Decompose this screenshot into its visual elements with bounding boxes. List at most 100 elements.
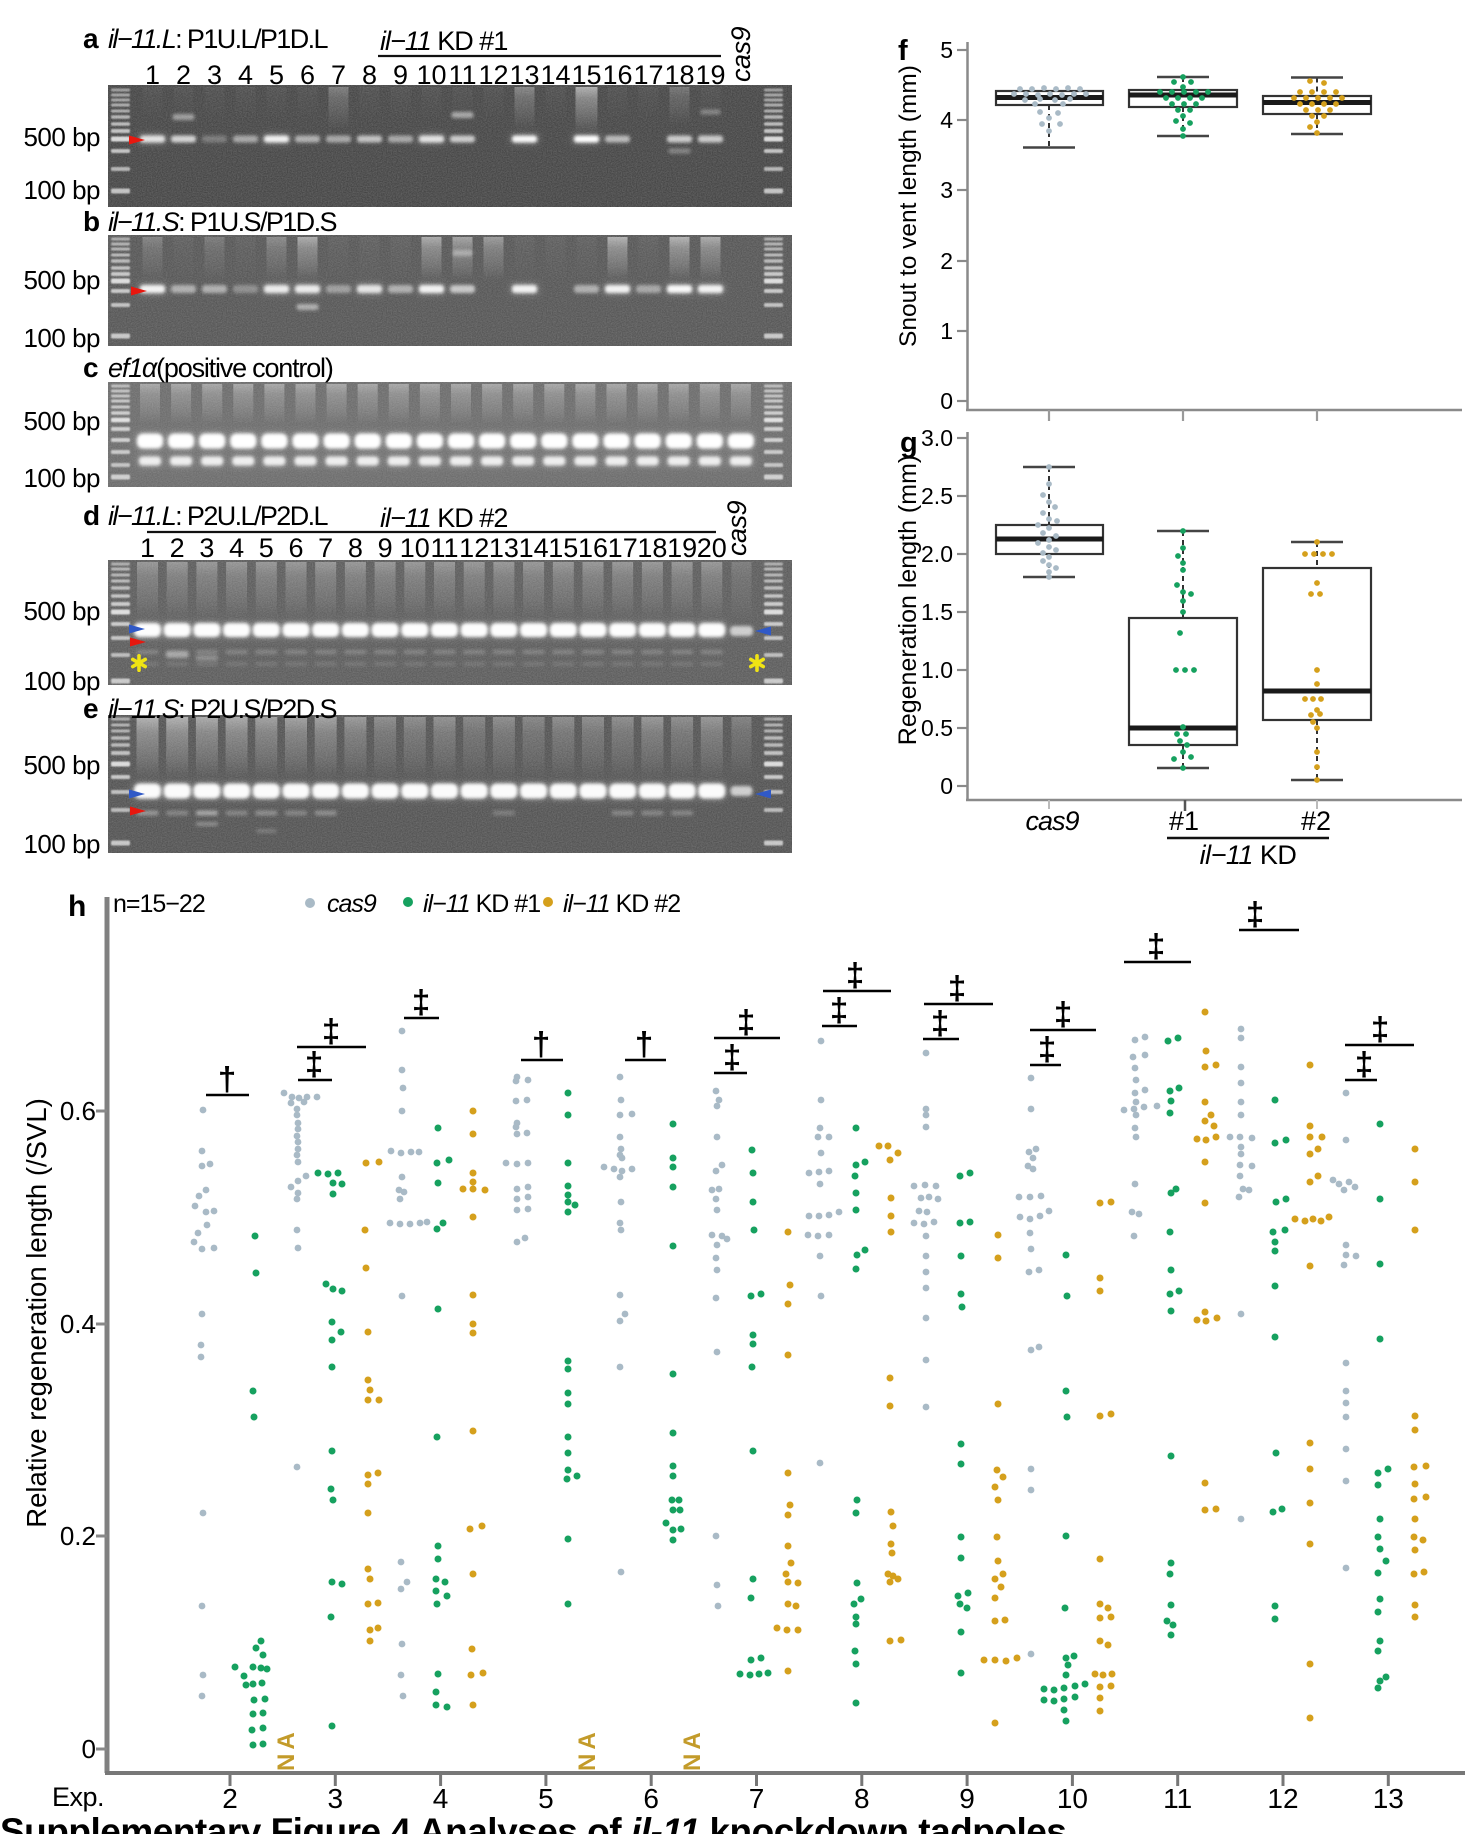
svg-text:500 bp: 500 bp (23, 265, 100, 295)
svg-text:a: a (83, 23, 99, 54)
svg-text:3: 3 (199, 533, 214, 563)
svg-text:h: h (68, 890, 86, 923)
svg-text:‡: ‡ (305, 1045, 323, 1082)
svg-text:11: 11 (448, 60, 476, 90)
svg-text:4: 4 (940, 107, 953, 133)
svg-text:3: 3 (940, 177, 953, 203)
svg-text:2.5: 2.5 (921, 483, 953, 509)
svg-text:#1: #1 (1169, 806, 1199, 836)
svg-text:‡: ‡ (412, 983, 430, 1020)
svg-text:il−11.L: P1U.L/P1D.L: il−11.L: P1U.L/P1D.L (108, 24, 328, 54)
svg-text:0.5: 0.5 (921, 715, 953, 741)
svg-text:NA: NA (679, 1728, 706, 1771)
svg-text:‡: ‡ (948, 969, 966, 1006)
svg-text:12: 12 (1267, 1783, 1298, 1814)
svg-text:0.4: 0.4 (60, 1309, 96, 1339)
svg-text:2.0: 2.0 (921, 541, 953, 567)
svg-text:cas9: cas9 (726, 26, 756, 82)
svg-text:3.0: 3.0 (921, 425, 953, 451)
svg-text:500 bp: 500 bp (23, 596, 100, 626)
svg-text:#2: #2 (1301, 806, 1331, 836)
svg-text:‡: ‡ (1054, 995, 1072, 1032)
svg-text:‡: ‡ (1147, 927, 1165, 964)
svg-text:3: 3 (207, 60, 222, 90)
svg-text:il−11 KD #2: il−11 KD #2 (563, 890, 680, 918)
svg-text:4: 4 (433, 1783, 449, 1814)
svg-text:13: 13 (509, 60, 539, 90)
svg-text:2: 2 (222, 1783, 238, 1814)
svg-text:5: 5 (259, 533, 274, 563)
svg-text:†: † (218, 1060, 236, 1097)
svg-text:8: 8 (854, 1783, 870, 1814)
svg-text:11: 11 (430, 533, 458, 563)
svg-text:il−11.S: P1U.S/P1D.S: il−11.S: P1U.S/P1D.S (108, 207, 336, 237)
svg-text:2: 2 (940, 248, 953, 274)
svg-text:10: 10 (1057, 1783, 1088, 1814)
svg-text:3: 3 (328, 1783, 344, 1814)
svg-text:NA: NA (273, 1728, 300, 1771)
svg-text:il−11 KD: il−11 KD (1200, 840, 1297, 870)
svg-text:4: 4 (238, 60, 253, 90)
svg-text:il−11 KD #2: il−11 KD #2 (380, 503, 507, 533)
svg-text:100 bp: 100 bp (23, 829, 100, 859)
svg-text:16: 16 (602, 60, 632, 90)
svg-text:100 bp: 100 bp (23, 175, 100, 205)
svg-text:‡: ‡ (1038, 1030, 1056, 1067)
svg-text:‡: ‡ (1355, 1045, 1373, 1082)
svg-text:‡: ‡ (737, 1003, 755, 1040)
svg-text:2: 2 (176, 60, 191, 90)
svg-text:0.2: 0.2 (60, 1521, 96, 1551)
svg-text:5: 5 (940, 37, 953, 63)
svg-text:9: 9 (959, 1783, 975, 1814)
svg-text:Exp.: Exp. (52, 1782, 104, 1812)
svg-text:1.0: 1.0 (921, 657, 953, 683)
svg-text:Supplementary Figure 4 Analyse: Supplementary Figure 4 Analyses of il-11… (0, 1811, 1066, 1834)
svg-text:100 bp: 100 bp (23, 666, 100, 696)
svg-text:8: 8 (362, 60, 377, 90)
svg-text:n=15−22: n=15−22 (113, 890, 205, 918)
svg-text:cas9: cas9 (327, 890, 377, 918)
svg-text:100 bp: 100 bp (23, 463, 100, 493)
svg-text:17: 17 (608, 533, 638, 563)
svg-text:5: 5 (538, 1783, 554, 1814)
svg-text:e: e (83, 693, 99, 724)
svg-text:20: 20 (697, 533, 727, 563)
svg-text:500 bp: 500 bp (23, 122, 100, 152)
svg-text:13: 13 (1373, 1783, 1404, 1814)
svg-text:14: 14 (519, 533, 549, 563)
svg-text:g: g (900, 427, 918, 459)
svg-text:‡: ‡ (1371, 1010, 1389, 1047)
svg-text:19: 19 (667, 533, 697, 563)
svg-text:14: 14 (540, 60, 570, 90)
svg-text:17: 17 (633, 60, 663, 90)
svg-text:100 bp: 100 bp (23, 323, 100, 353)
svg-text:11: 11 (1163, 1783, 1192, 1814)
svg-text:NA: NA (574, 1728, 601, 1771)
svg-text:10: 10 (416, 60, 446, 90)
svg-text:15: 15 (571, 60, 601, 90)
svg-text:‡: ‡ (1246, 895, 1264, 932)
svg-text:6: 6 (288, 533, 303, 563)
svg-text:il−11 KD #1: il−11 KD #1 (423, 890, 540, 918)
svg-text:500 bp: 500 bp (23, 750, 100, 780)
svg-text:‡: ‡ (723, 1038, 741, 1075)
svg-text:0: 0 (940, 388, 953, 414)
svg-text:il−11.S: P2U.S/P2D.S: il−11.S: P2U.S/P2D.S (108, 694, 336, 724)
svg-text:7: 7 (318, 533, 333, 563)
svg-text:cas9: cas9 (722, 500, 752, 556)
svg-text:1: 1 (940, 318, 953, 344)
svg-text:4: 4 (229, 533, 244, 563)
svg-text:0: 0 (82, 1734, 96, 1764)
svg-text:0.6: 0.6 (60, 1096, 96, 1126)
svg-text:19: 19 (695, 60, 725, 90)
svg-text:12: 12 (478, 60, 508, 90)
svg-text:b: b (83, 206, 100, 237)
svg-text:10: 10 (400, 533, 430, 563)
svg-text:†: † (635, 1025, 653, 1062)
svg-text:d: d (83, 500, 100, 531)
svg-text:7: 7 (331, 60, 346, 90)
svg-text:Relative regeneration length (: Relative regeneration length (/SVL) (21, 1098, 52, 1528)
svg-text:16: 16 (578, 533, 608, 563)
svg-text:6: 6 (643, 1783, 659, 1814)
svg-text:c: c (83, 352, 99, 383)
